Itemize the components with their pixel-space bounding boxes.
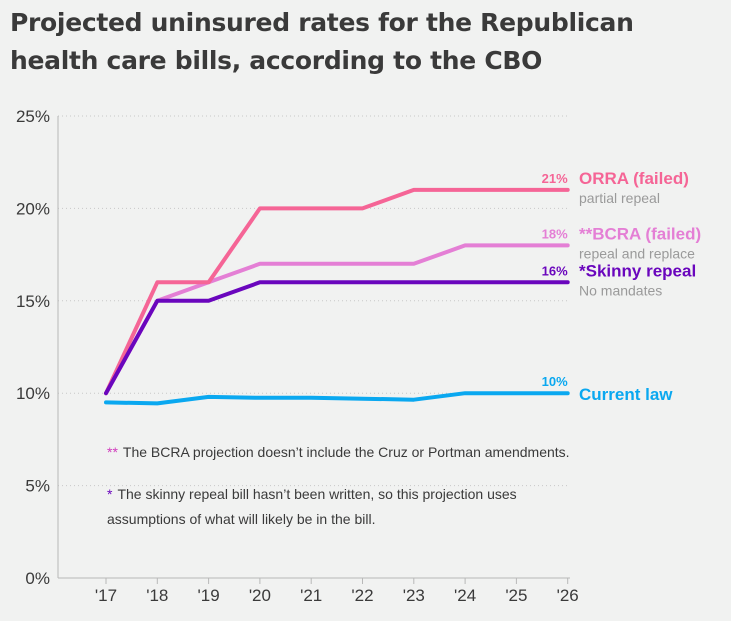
notes: ** The BCRA projection doesn’t include th… [107,444,570,527]
y-tick-label: 25% [16,107,50,126]
footnote-marker: * [107,486,113,502]
series-name-orra: ORRA (failed) [579,169,689,188]
y-tick-label: 15% [16,292,50,311]
footnote-marker: ** [107,444,118,460]
y-tick-label: 10% [16,384,50,403]
x-tick-label: '17 [95,586,117,605]
series-line-current [104,391,570,406]
y-tick-label: 0% [25,569,50,588]
series-subtitle-bcra: repeal and replace [579,245,695,261]
x-tick-label: '26 [557,586,579,605]
footnote: ** The BCRA projection doesn’t include th… [107,444,570,460]
y-tick-label: 20% [16,199,50,218]
footnote-text: The skinny repeal bill hasn’t been writt… [117,486,516,502]
series-subtitle-skinny: No mandates [579,282,662,298]
x-tick-label: '23 [403,586,425,605]
series-name-skinny: *Skinny repeal [579,261,696,280]
chart-title: Projected uninsured rates for the Republ… [10,8,634,75]
footnote: * The skinny repeal bill hasn’t been writ… [107,486,517,527]
series-lines [104,187,570,406]
axes: 0% 5% 10% 15% 20% 25% '17 '18 '19 '20 '21 '22 '23 '24… [16,107,579,605]
series-name-bcra: **BCRA (failed) [579,224,701,243]
end-value-label-skinny: 16% [542,263,568,278]
end-value-label-orra: 21% [542,171,568,186]
series-subtitle-orra: partial repeal [579,190,660,206]
y-tick-label: 5% [25,477,50,496]
x-tick-label: '20 [249,586,271,605]
x-tick-label: '24 [454,586,476,605]
end-value-label-current: 10% [542,374,568,389]
x-tick-label: '21 [300,586,322,605]
series-line-bcra [104,243,570,396]
end-value-label-bcra: 18% [542,226,568,241]
x-tick-label: '25 [505,586,527,605]
footnote-text: assumptions of what will likely be in th… [107,511,375,527]
series-line-skinny [104,280,570,396]
x-tick-label: '18 [146,586,168,605]
series-labels: 10% Current law 18% **BCRA (failed) repeal a… [542,169,701,404]
footnote-text: The BCRA projection doesn’t include the … [123,444,570,460]
series-line-orra [104,187,570,396]
x-tick-label: '22 [351,586,373,605]
x-tick-label: '19 [198,586,220,605]
series-name-current: Current law [579,385,673,404]
